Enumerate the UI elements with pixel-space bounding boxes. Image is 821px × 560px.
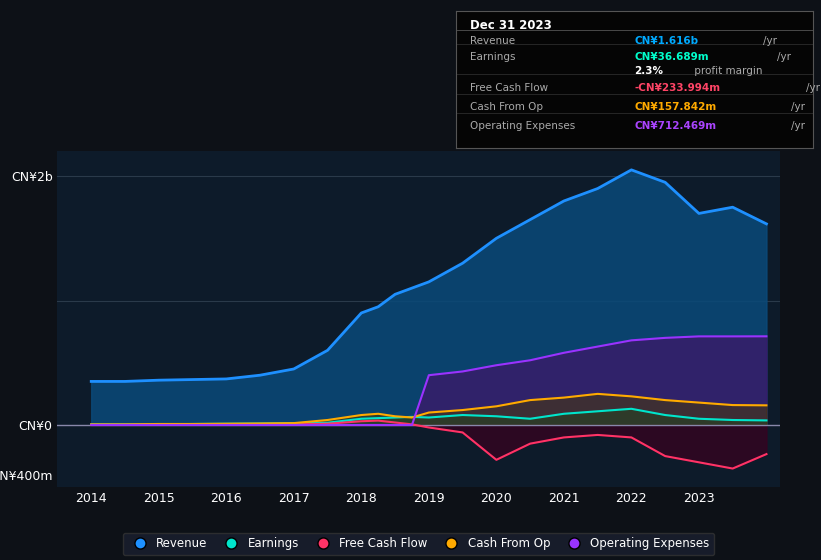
Text: /yr: /yr [791, 102, 805, 112]
Text: 2.3%: 2.3% [635, 66, 663, 76]
Text: CN¥712.469m: CN¥712.469m [635, 121, 717, 131]
Legend: Revenue, Earnings, Free Cash Flow, Cash From Op, Operating Expenses: Revenue, Earnings, Free Cash Flow, Cash … [123, 533, 714, 555]
Text: /yr: /yr [805, 82, 819, 92]
Text: -CN¥233.994m: -CN¥233.994m [635, 82, 720, 92]
Text: Cash From Op: Cash From Op [470, 102, 543, 112]
Text: Revenue: Revenue [470, 36, 515, 46]
Text: /yr: /yr [791, 121, 805, 131]
Text: CN¥1.616b: CN¥1.616b [635, 36, 699, 46]
Text: Dec 31 2023: Dec 31 2023 [470, 20, 552, 32]
Text: /yr: /yr [763, 36, 777, 46]
Text: CN¥157.842m: CN¥157.842m [635, 102, 717, 112]
Text: CN¥36.689m: CN¥36.689m [635, 53, 709, 62]
Text: Earnings: Earnings [470, 53, 516, 62]
Text: Free Cash Flow: Free Cash Flow [470, 82, 548, 92]
Text: /yr: /yr [777, 53, 791, 62]
Text: profit margin: profit margin [691, 66, 763, 76]
Text: Operating Expenses: Operating Expenses [470, 121, 576, 131]
